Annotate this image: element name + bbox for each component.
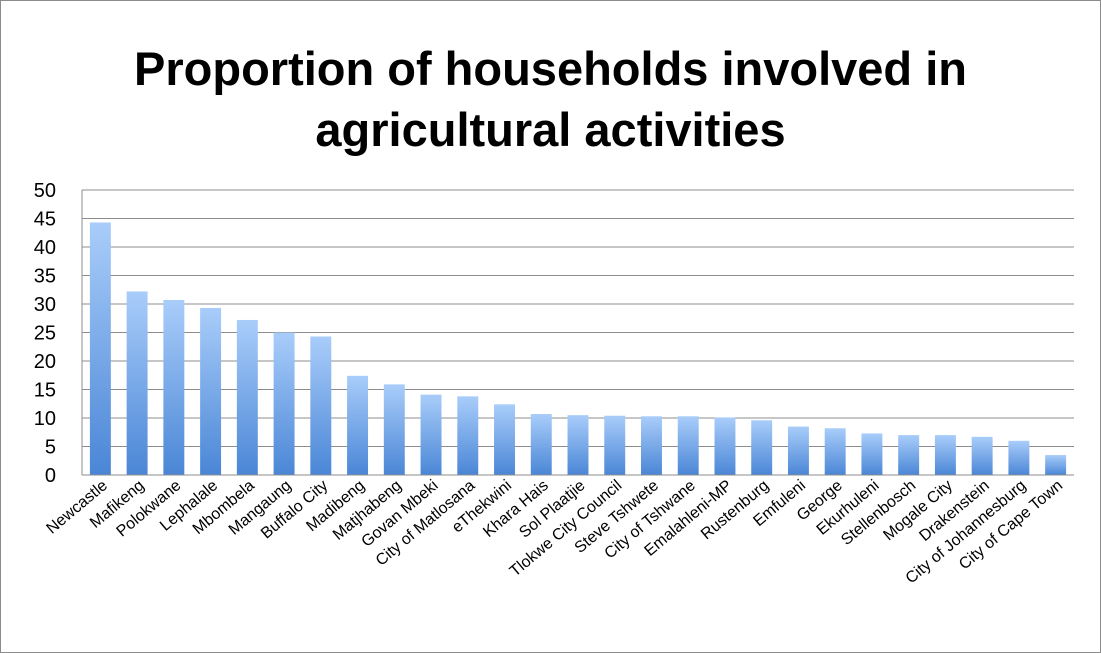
bar [310,336,332,475]
bar [530,414,552,475]
y-tick-label: 30 [34,294,56,316]
bar [347,375,369,475]
bar [604,415,626,475]
axes [81,190,1074,476]
bars [89,222,1067,475]
bar [457,396,479,475]
y-tick-label: 25 [34,323,56,345]
bar [824,428,846,475]
y-tick-label: 35 [34,266,56,288]
bar [126,291,148,475]
y-tick-label: 20 [34,351,56,373]
bar [383,384,405,475]
bar [971,436,993,475]
y-axis-tick-labels: 0 5 10 15 20 25 30 35 40 45 50 [34,180,56,487]
bar [1008,440,1030,475]
bar [677,416,699,475]
gridlines [82,189,1074,447]
bar [200,307,222,475]
y-tick-label: 15 [34,380,56,402]
y-tick-label: 10 [34,408,56,430]
bar [751,420,773,475]
x-axis-tick-labels: NewcastleMafikengPolokwaneLephalaleMbomb… [43,477,1066,587]
y-tick-label: 5 [45,437,56,459]
bar [861,433,883,475]
bar [163,300,185,475]
chart-title: Proportion of households involved in agr… [134,42,967,156]
bar [641,416,662,475]
bar [934,435,956,475]
y-tick-label: 50 [34,180,56,202]
bar [273,332,295,475]
bar [1045,455,1067,475]
y-tick-label: 45 [34,209,56,231]
y-tick-label: 40 [34,237,56,259]
bar [89,222,111,475]
bar [567,415,589,475]
bar [787,426,809,475]
y-tick-label: 0 [45,465,56,487]
bar [420,394,442,475]
bar [714,417,736,475]
bar [898,435,920,475]
bar [494,404,515,475]
bar [236,319,258,475]
